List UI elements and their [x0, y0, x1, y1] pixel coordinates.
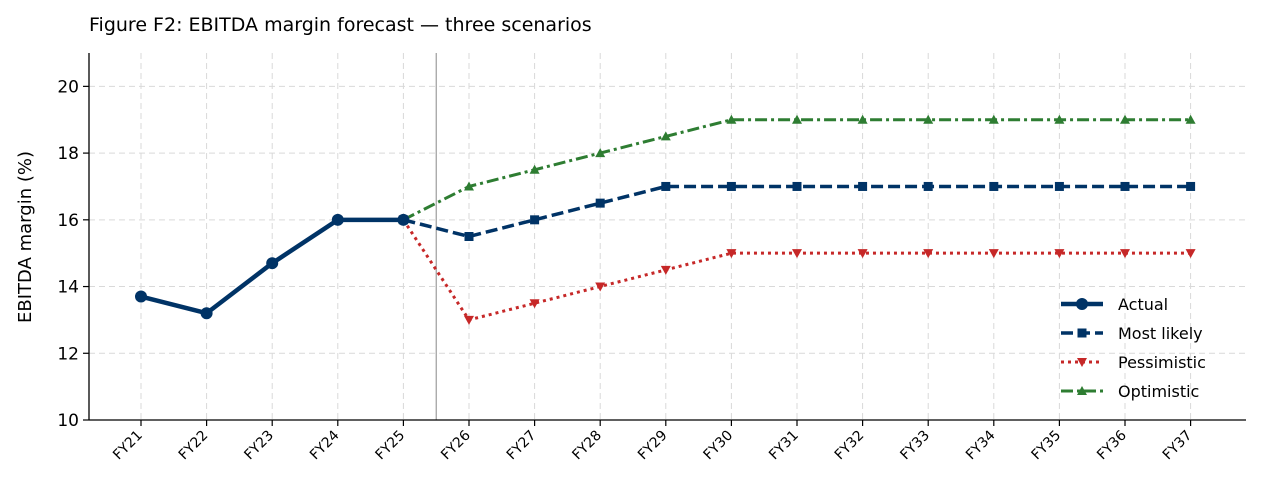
legend-entry-actual: Actual: [1061, 295, 1168, 314]
marker-pessimistic: [988, 249, 999, 259]
marker-most-likely: [858, 181, 868, 191]
marker-optimistic: [857, 114, 868, 124]
x-tick-label: FY30: [701, 428, 737, 464]
marker-pessimistic: [595, 282, 606, 292]
legend-marker-optimistic: [1077, 386, 1087, 395]
marker-most-likely: [1120, 181, 1130, 191]
marker-most-likely: [464, 232, 474, 241]
legend-label-optimistic: Optimistic: [1118, 382, 1199, 401]
x-tick-label: FY31: [766, 428, 802, 464]
x-tick-label: FY35: [1029, 428, 1065, 464]
marker-actual: [331, 213, 344, 226]
x-tick-label: FY37: [1160, 428, 1196, 464]
y-tick-label: 12: [57, 344, 79, 364]
x-tick-label: FY29: [635, 428, 671, 464]
y-axis-label: EBITDA margin (%): [15, 151, 36, 323]
x-tick-label: FY34: [963, 427, 999, 463]
x-tick-label: FY22: [176, 428, 212, 464]
axes: [83, 53, 1246, 426]
marker-actual: [266, 257, 279, 270]
grid-layer: [89, 53, 1246, 420]
marker-optimistic: [988, 114, 999, 124]
marker-optimistic: [464, 181, 474, 191]
marker-actual: [200, 307, 213, 320]
marker-optimistic: [923, 114, 934, 124]
marker-most-likely: [1186, 181, 1196, 191]
marker-most-likely: [792, 181, 802, 191]
x-tick-label: FY36: [1094, 427, 1130, 463]
marker-optimistic: [792, 114, 802, 124]
legend-label-actual: Actual: [1118, 295, 1168, 314]
legend-label-pessimistic: Pessimistic: [1118, 353, 1206, 372]
marker-actual: [135, 290, 147, 303]
marker-optimistic: [1120, 114, 1130, 124]
marker-optimistic: [726, 114, 737, 124]
x-tick-label: FY25: [373, 428, 409, 464]
x-tick-label: FY27: [504, 428, 540, 464]
marker-pessimistic: [529, 299, 540, 309]
x-tick-label: FY23: [241, 428, 277, 464]
legend-label-most-likely: Most likely: [1118, 324, 1203, 343]
y-tick-label: 20: [57, 77, 79, 97]
legend-entry-most-likely: Most likely: [1061, 324, 1203, 343]
x-tick-label: FY24: [307, 427, 343, 463]
marker-actual: [397, 213, 410, 226]
x-tick-label: FY32: [832, 428, 868, 464]
legend-marker-actual: [1076, 298, 1088, 310]
series-actual: [135, 213, 410, 320]
marker-most-likely: [989, 181, 999, 191]
marker-optimistic: [595, 148, 606, 158]
x-tick-label: FY21: [110, 428, 146, 464]
y-tick-label: 18: [57, 144, 79, 164]
chart-title: Figure F2: EBITDA margin forecast — thre…: [89, 14, 592, 36]
marker-pessimistic: [1054, 249, 1065, 259]
marker-pessimistic: [1185, 249, 1196, 259]
marker-most-likely: [923, 181, 933, 191]
y-tick-label: 14: [57, 278, 79, 298]
marker-pessimistic: [464, 315, 474, 325]
marker-optimistic: [1185, 114, 1196, 124]
legend-marker-most-likely: [1077, 328, 1087, 338]
marker-most-likely: [1054, 181, 1064, 191]
marker-pessimistic: [923, 249, 934, 259]
marker-optimistic: [529, 164, 540, 174]
marker-most-likely: [530, 215, 540, 225]
legend-marker-pessimistic: [1077, 358, 1087, 367]
series-layer: [135, 114, 1196, 325]
marker-optimistic: [660, 131, 671, 141]
legend: Actual Most likely Pessimistic Optimistic: [1061, 295, 1206, 401]
marker-pessimistic: [726, 249, 737, 259]
tick-labels: 10 12 14 16 18 20 FY21 FY22 FY23 FY24 FY25 FY26 FY27…: [57, 77, 1195, 463]
y-tick-label: 16: [57, 211, 79, 231]
marker-most-likely: [595, 198, 605, 208]
series-most-likely: [398, 181, 1196, 241]
marker-optimistic: [1054, 114, 1065, 124]
legend-entry-optimistic: Optimistic: [1061, 382, 1199, 401]
marker-most-likely: [726, 181, 736, 191]
x-tick-label: FY33: [897, 428, 933, 464]
marker-pessimistic: [660, 265, 671, 275]
marker-most-likely: [661, 181, 671, 191]
marker-pessimistic: [792, 249, 802, 259]
legend-entry-pessimistic: Pessimistic: [1061, 353, 1206, 372]
x-tick-label: FY26: [438, 427, 474, 463]
marker-pessimistic: [1120, 249, 1130, 259]
y-tick-label: 10: [57, 411, 79, 431]
marker-pessimistic: [857, 249, 868, 259]
x-tick-label: FY28: [569, 428, 605, 464]
